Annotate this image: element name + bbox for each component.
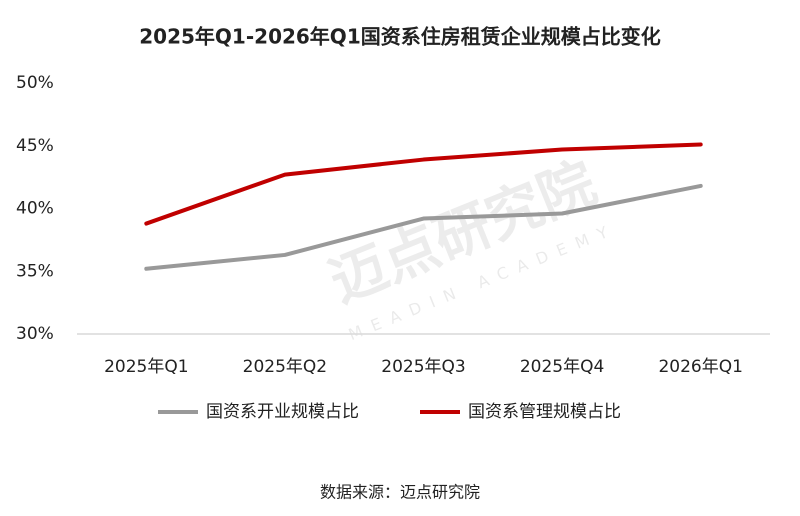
x-tick-label: 2026年Q1 (658, 357, 742, 377)
legend-label: 国资系管理规模占比 (468, 402, 621, 422)
x-tick-label: 2025年Q1 (104, 357, 188, 377)
source: 数据来源：迈点研究院 (320, 483, 480, 502)
x-tick-label: 2025年Q3 (381, 357, 465, 377)
series-line (144, 142, 703, 226)
x-tick-label: 2025年Q2 (243, 357, 327, 377)
legend-label: 国资系开业规模占比 (206, 402, 359, 422)
x-tick-label: 2025年Q4 (520, 357, 604, 377)
y-tick-label: 50% (16, 73, 54, 93)
y-tick-label: 30% (16, 324, 54, 344)
watermark: 迈点研究院 MEADIN ACADEMY (321, 150, 620, 344)
series-line (144, 183, 703, 271)
y-tick-label: 40% (16, 199, 54, 219)
chart-title: 2025年Q1-2026年Q1国资系住房租赁企业规模占比变化 (139, 25, 660, 49)
y-tick-label: 35% (16, 261, 54, 281)
y-tick-label: 45% (16, 136, 54, 156)
